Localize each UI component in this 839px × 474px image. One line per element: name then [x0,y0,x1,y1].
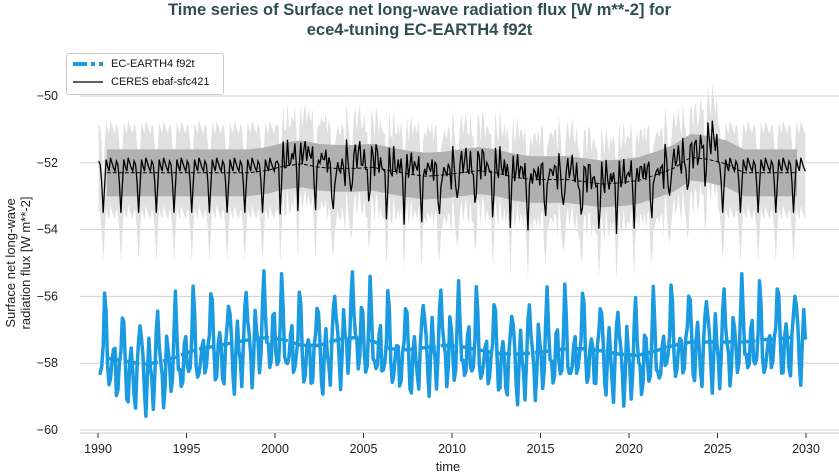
x-tick-label: 2015 [527,442,555,456]
x-tick-label: 2010 [438,442,466,456]
obs-running-mean-line [106,156,798,185]
x-tick-label: 1995 [173,442,201,456]
chart-title-line2: ece4-tuning EC-EARTH4 f92t [306,21,533,39]
legend-label-obs: CERES ebaf-sfc421 [111,76,210,88]
legend-label-model: EC-EARTH4 f92t [111,58,195,70]
x-tick-label: 2000 [261,442,289,456]
y-tick-label: −58 [37,356,58,370]
x-axis-label: time [436,459,461,474]
model-monthly-line [98,269,808,419]
y-tick-label: −56 [37,289,58,303]
x-tick-label: 2025 [704,442,732,456]
chart-title: Time series of Surface net long-wave rad… [0,0,839,40]
legend-swatch-dashed-blue [73,62,103,66]
legend: EC-EARTH4 f92t CERES ebaf-sfc421 [66,53,224,95]
x-tick-label: 2005 [350,442,378,456]
chart-title-line1: Time series of Surface net long-wave rad… [167,1,672,19]
y-tick-label: −50 [37,89,58,103]
legend-item-model: EC-EARTH4 f92t [73,58,195,70]
x-tick-label: 2020 [615,442,643,456]
x-tick-label: 2030 [792,442,820,456]
y-tick-label: −60 [37,423,58,437]
legend-item-obs: CERES ebaf-sfc421 [73,76,209,88]
y-axis-label-line2: radiation flux [W m**-2] [18,197,33,330]
model-running-mean-line [106,334,798,367]
y-tick-label: −54 [37,223,58,237]
legend-swatch-black [73,81,103,83]
y-axis-label-line1: Surface net long-wave [3,198,18,327]
obs-monthly-line [98,120,806,234]
x-tick-label: 1990 [84,442,112,456]
y-tick-label: −52 [37,156,58,170]
